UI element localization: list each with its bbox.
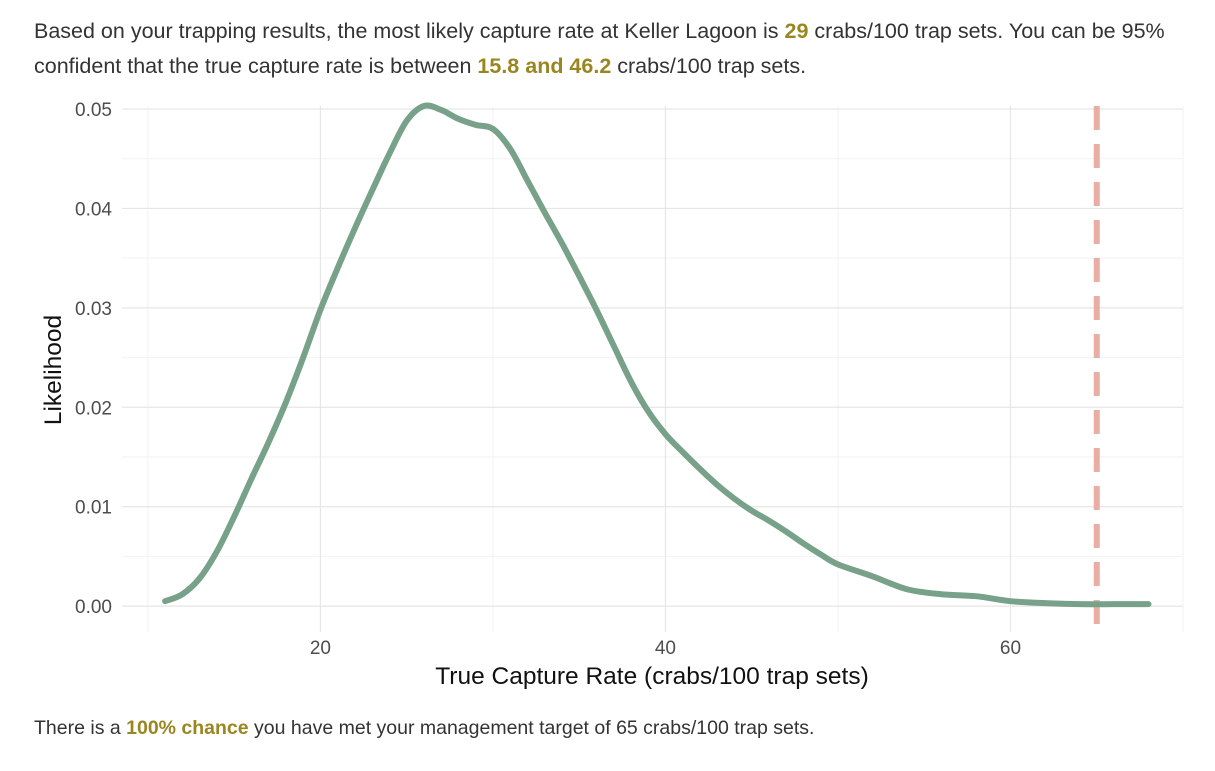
x-tick-labels: 20 40 60	[310, 638, 1021, 659]
x-tick-label: 40	[655, 638, 676, 659]
grid-minor	[122, 106, 1184, 632]
footer-text: There is a 100% chance you have met your…	[34, 714, 814, 742]
likelihood-curve	[162, 102, 1152, 608]
confidence-interval: 15.8 and 46.2	[477, 54, 612, 78]
x-axis-title: True Capture Rate (crabs/100 trap sets)	[435, 663, 868, 690]
summary-text-part2: crabs/100 trap sets. You can be 95% conf…	[34, 19, 1165, 78]
likelihood-chart: 20 40 60 0.00 0.01 0.02 0.03 0.04 0.05 True Cap…	[0, 96, 1215, 696]
grid-major	[122, 106, 1183, 632]
footer-text-part2: you have met your management target of 6…	[248, 717, 815, 739]
summary-text-part3: crabs/100 trap sets.	[611, 54, 807, 78]
x-tick-label: 20	[310, 638, 331, 659]
y-tick-label: 0.01	[75, 498, 112, 519]
y-tick-label: 0.04	[75, 199, 112, 220]
y-tick-label: 0.05	[75, 100, 112, 121]
target-chance: 100% chance	[126, 717, 249, 739]
x-tick-label: 60	[1000, 638, 1021, 659]
y-tick-label: 0.02	[75, 398, 112, 419]
y-tick-labels: 0.00 0.01 0.02 0.03 0.04 0.05	[75, 100, 112, 618]
y-tick-label: 0.03	[75, 299, 112, 320]
summary-text: Based on your trapping results, the most…	[34, 14, 1184, 84]
mode-value: 29	[784, 19, 809, 43]
series-layer	[162, 102, 1152, 608]
y-tick-label: 0.00	[75, 597, 112, 618]
y-axis-title: Likelihood	[40, 315, 67, 425]
summary-text-part1: Based on your trapping results, the most…	[34, 19, 785, 43]
footer-text-part1: There is a	[34, 717, 127, 739]
likelihood-chart-svg: 20 40 60 0.00 0.01 0.02 0.03 0.04 0.05 True Cap…	[40, 100, 1184, 690]
